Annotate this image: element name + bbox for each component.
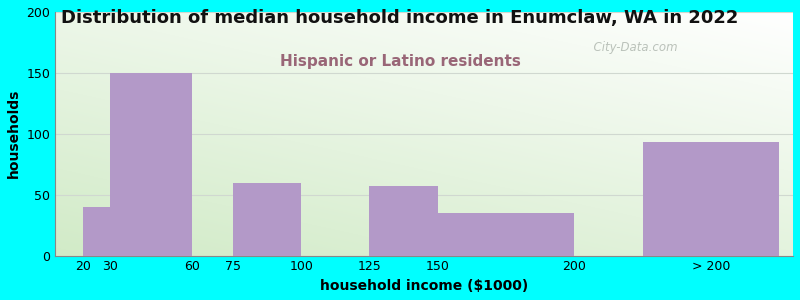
Bar xyxy=(110,73,192,256)
Bar xyxy=(82,207,110,256)
Text: Hispanic or Latino residents: Hispanic or Latino residents xyxy=(279,54,521,69)
X-axis label: household income ($1000): household income ($1000) xyxy=(320,279,528,293)
Bar xyxy=(370,186,438,256)
Bar xyxy=(642,142,779,256)
Bar xyxy=(438,213,574,256)
Bar xyxy=(233,182,301,256)
Text: Distribution of median household income in Enumclaw, WA in 2022: Distribution of median household income … xyxy=(62,9,738,27)
Text: City-Data.com: City-Data.com xyxy=(586,41,678,54)
Y-axis label: households: households xyxy=(7,89,21,178)
